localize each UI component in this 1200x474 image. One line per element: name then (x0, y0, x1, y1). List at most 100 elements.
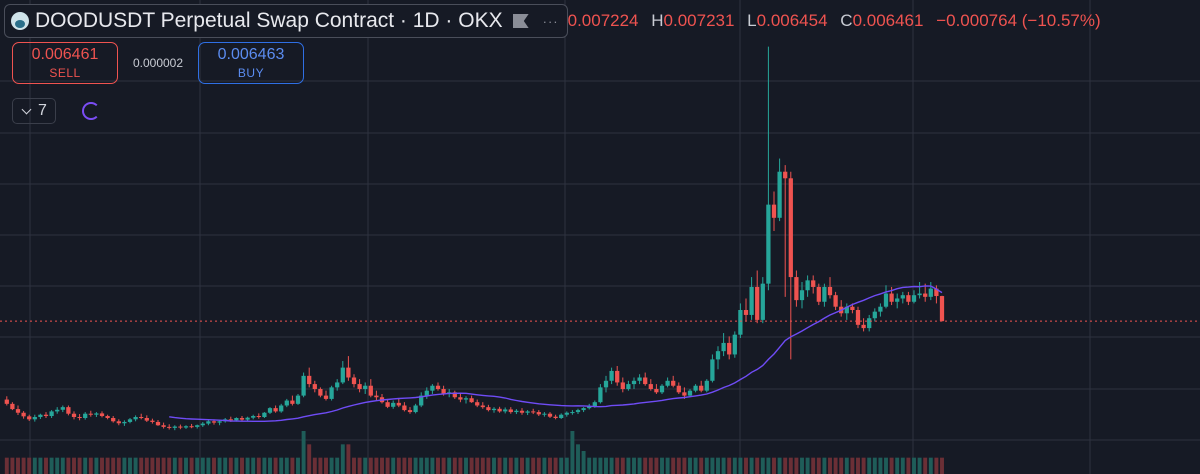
candle-body (245, 417, 250, 420)
candle-body (38, 414, 43, 418)
volume-bar (531, 457, 536, 474)
candle-body (150, 420, 155, 422)
change-value: −0.000764 (−10.57%) (936, 11, 1101, 30)
chevron-down-icon (21, 104, 32, 114)
candle-body (536, 412, 541, 415)
volume-bar (587, 457, 592, 474)
volume-bar (161, 457, 166, 474)
candle-body (816, 286, 821, 302)
candle-body (167, 426, 172, 428)
symbol-box[interactable]: DOODUSDT Perpetual Swap Contract · 1D · … (4, 4, 568, 38)
volume-bar (268, 457, 272, 474)
candle-body (760, 283, 765, 320)
candle-body (559, 414, 564, 418)
candle-body (307, 375, 312, 385)
volume-bar (430, 457, 435, 474)
volume-bar (660, 457, 664, 474)
low-label: L (747, 11, 757, 30)
candle-body (32, 417, 37, 420)
sell-button[interactable]: 0.006461 SELL (12, 42, 118, 84)
volume-bar (27, 457, 32, 474)
candle-body (872, 311, 877, 319)
refresh-icon[interactable] (81, 102, 100, 120)
candle-body (911, 295, 917, 302)
volume-bar (828, 457, 832, 474)
volume-bar (721, 457, 726, 474)
volume-bar (492, 457, 496, 474)
volume-bar (844, 457, 849, 474)
volume-bar (307, 444, 312, 474)
candle-body (575, 410, 581, 413)
trade-panel: 0.006461 SELL 0.000002 0.006463 BUY (0, 42, 304, 84)
candle-body (738, 310, 743, 335)
candle-body (116, 421, 121, 424)
volume-bar (380, 457, 384, 474)
candle-body (671, 380, 676, 386)
candle-body (637, 377, 642, 381)
volume-bar (352, 457, 356, 474)
volume-bar (139, 457, 144, 474)
volume-bar (581, 451, 586, 474)
volume-bar (111, 457, 116, 474)
candle-body (788, 178, 793, 278)
indicators-toggle[interactable]: 7 (12, 98, 56, 124)
candle-body (794, 277, 799, 301)
volume-bar (340, 444, 345, 474)
candle-body (452, 392, 457, 398)
candle-body (295, 395, 301, 404)
candle-body (200, 423, 205, 426)
candle-body (878, 306, 883, 312)
candle-body (749, 286, 754, 315)
candle-body (491, 408, 497, 411)
volume-bars (4, 431, 944, 474)
candle-body (833, 295, 838, 307)
candle-body (83, 413, 88, 418)
candle-body (519, 410, 525, 413)
volume-bar (777, 457, 782, 474)
candle-body (105, 416, 110, 418)
volume-bar (363, 457, 368, 474)
more-menu-icon[interactable]: ··· (542, 13, 559, 29)
volume-bar (408, 457, 412, 474)
candle-body (682, 392, 687, 396)
volume-bar (772, 457, 776, 474)
ohlc-values: O0.007224 H0.007231 L0.006454 C0.006461 … (568, 11, 1109, 31)
buy-button[interactable]: 0.006463 BUY (198, 42, 304, 84)
volume-bar (217, 457, 222, 474)
volume-bar (671, 457, 676, 474)
volume-bar (391, 457, 396, 474)
candle-body (43, 414, 49, 417)
flag-icon[interactable] (512, 14, 529, 28)
candle-body (867, 318, 872, 329)
candle-body (603, 380, 609, 388)
candle-body (766, 204, 771, 284)
volume-bar (262, 457, 267, 474)
candle-body (357, 384, 362, 390)
volume-bar (464, 457, 468, 474)
volume-bar (688, 457, 692, 474)
volume-bar (620, 457, 625, 474)
volume-bar (195, 457, 200, 474)
volume-bar (346, 444, 351, 474)
volume-bar (256, 457, 261, 474)
volume-bar (469, 457, 474, 474)
volume-bar (760, 457, 765, 474)
buy-price: 0.006463 (217, 46, 285, 63)
candle-body (553, 416, 558, 418)
candle-body (27, 416, 32, 420)
low-value: 0.006454 (756, 11, 828, 30)
volume-bar (716, 457, 720, 474)
volume-bar (368, 457, 373, 474)
volume-bar (766, 457, 771, 474)
candle-body (659, 385, 665, 393)
candle-body (643, 377, 648, 385)
candle-body (133, 417, 138, 420)
candle-body (374, 395, 379, 398)
volume-bar (525, 457, 530, 474)
volume-bar (396, 457, 401, 474)
volume-bar (240, 457, 244, 474)
candle-body (4, 399, 9, 404)
candle-body (609, 370, 614, 381)
volume-bar (83, 457, 88, 474)
